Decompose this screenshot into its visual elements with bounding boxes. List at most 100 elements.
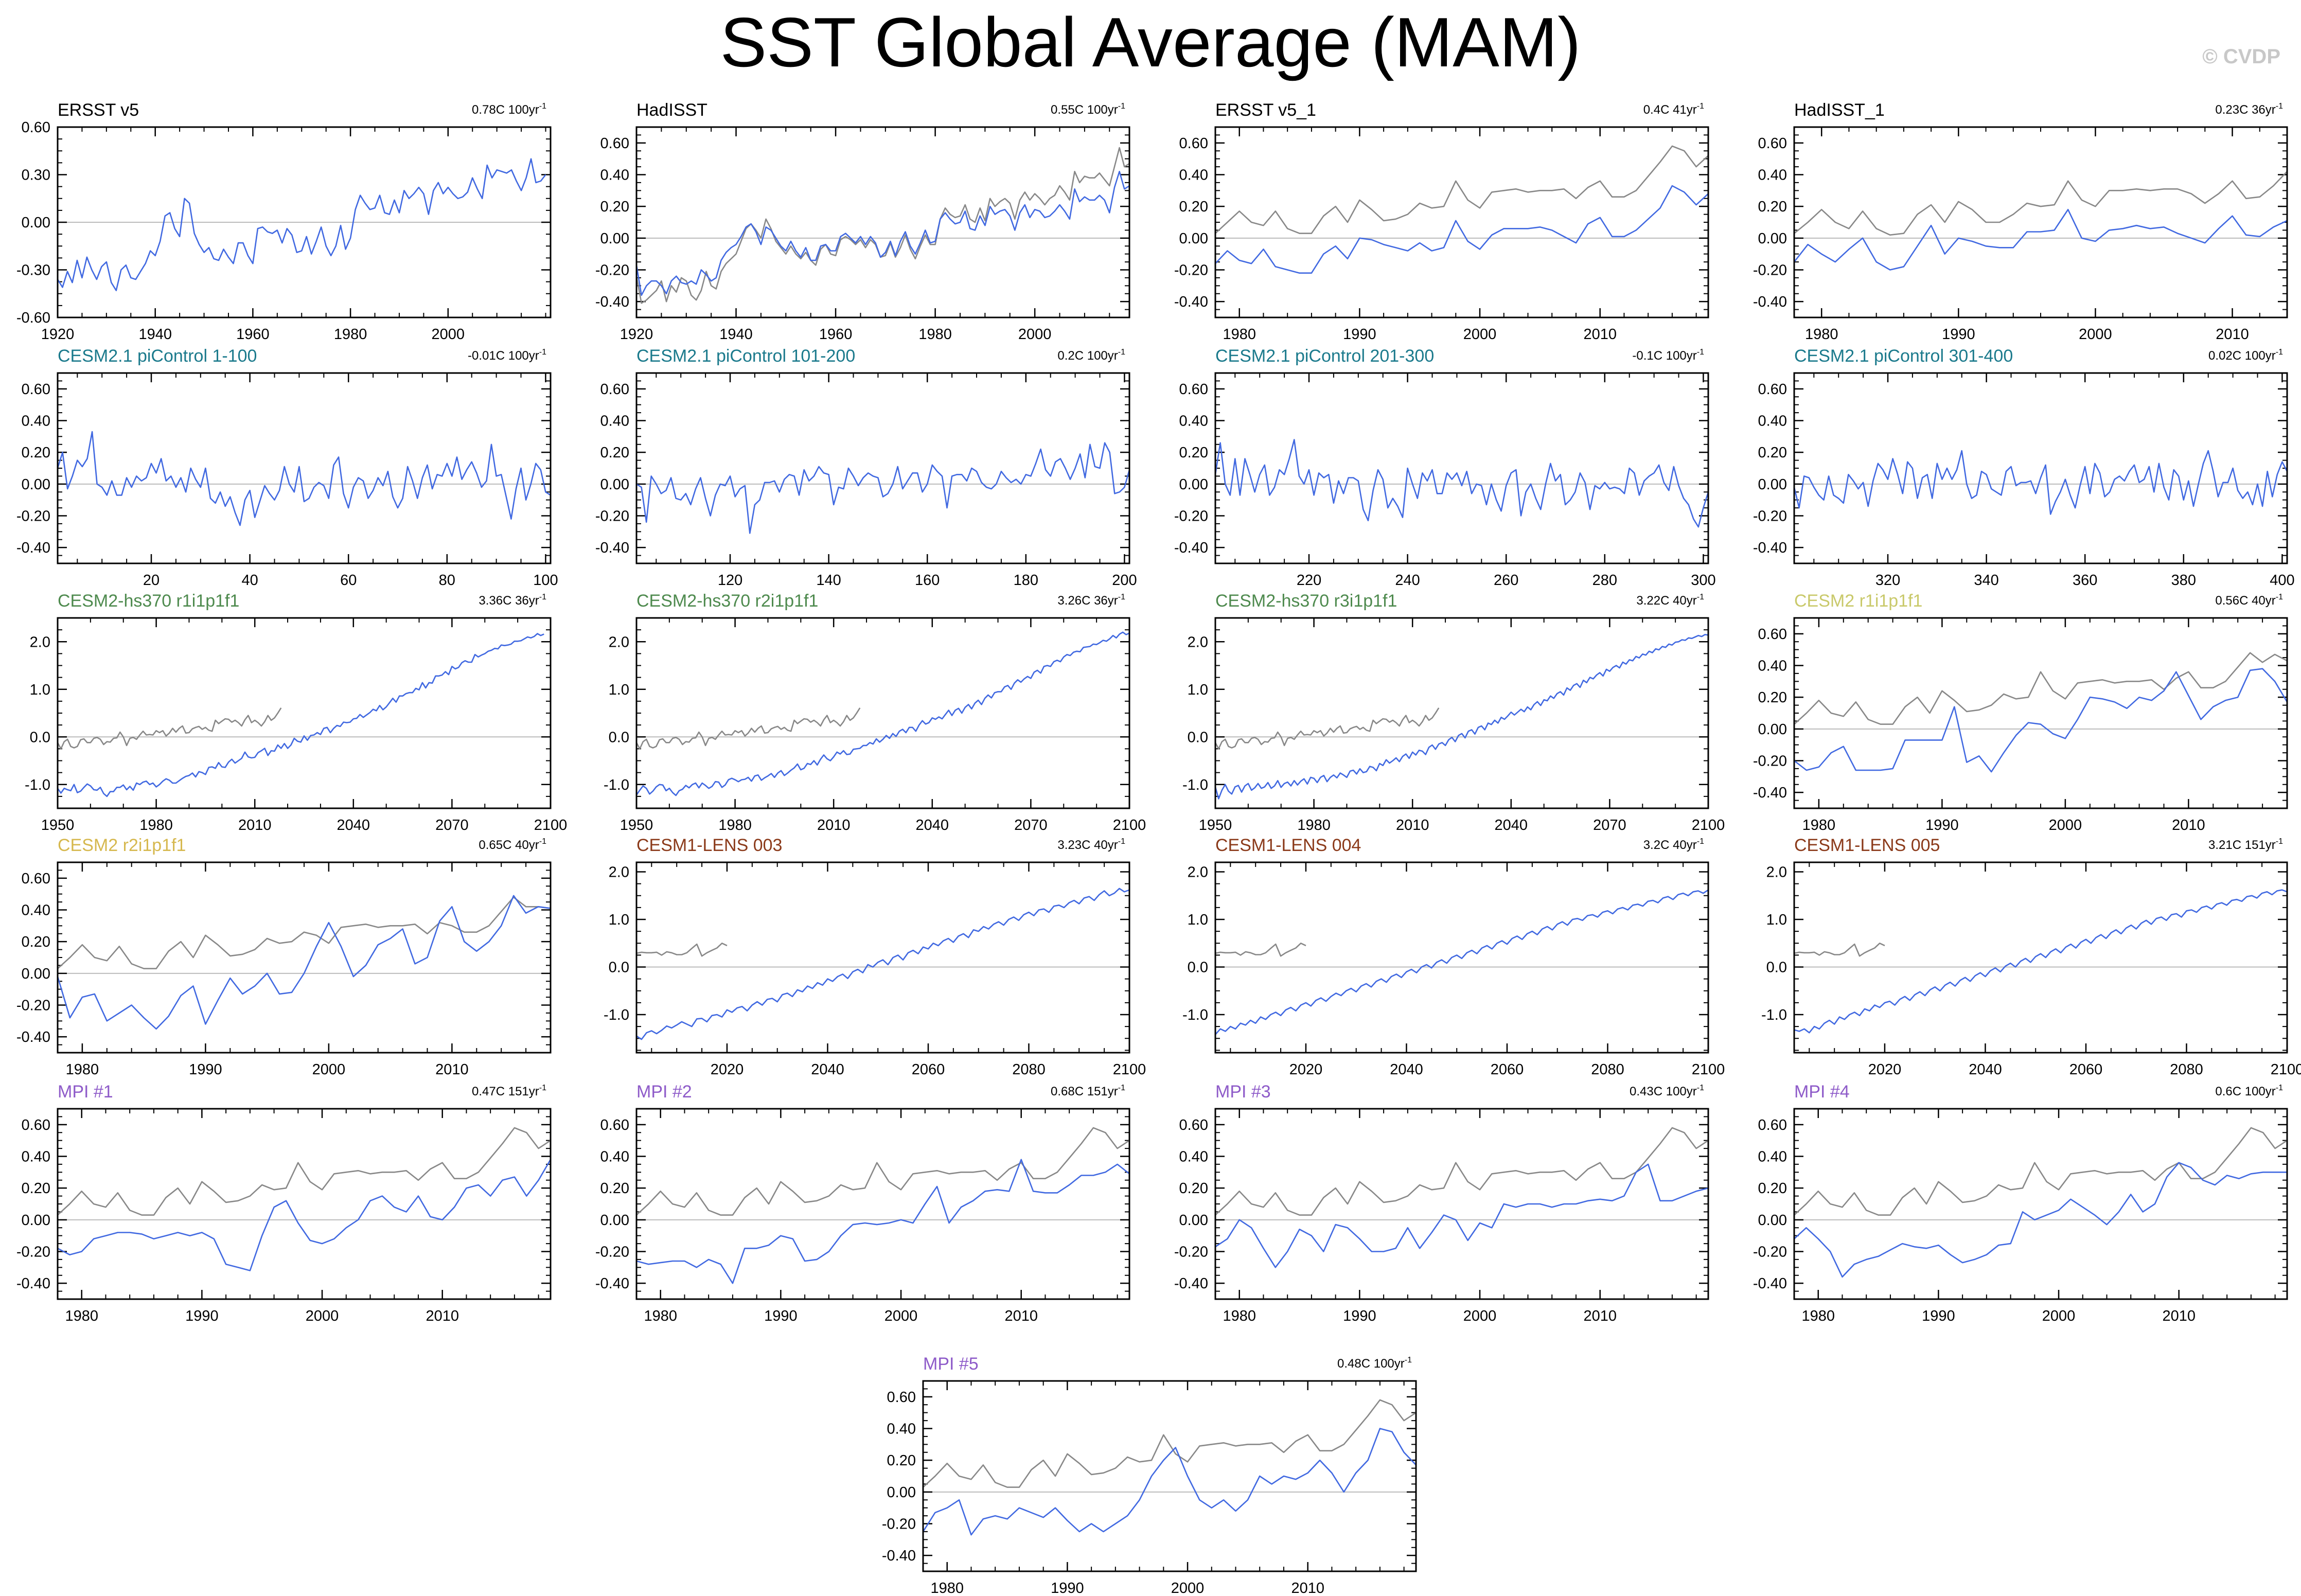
x-tick-label: 1990 [185, 1308, 219, 1324]
y-tick-label: 0.20 [600, 1180, 629, 1197]
y-tick-label: 0.40 [887, 1421, 916, 1438]
series-obs-line [57, 707, 282, 750]
y-tick-label: -1.0 [1182, 1007, 1208, 1023]
y-tick-label: 0.30 [22, 167, 50, 184]
plot-frame [1793, 617, 2288, 809]
y-tick-label: 0.20 [22, 1180, 50, 1197]
y-tick-label: -0.20 [595, 1244, 629, 1261]
y-tick-label: -0.40 [595, 294, 629, 310]
y-tick-label: -0.20 [16, 1244, 50, 1261]
x-tick-label: 2040 [337, 817, 370, 834]
y-tick-label: 0.40 [1179, 1149, 1208, 1165]
y-tick-label: -0.40 [16, 1275, 50, 1292]
plot-frame [635, 861, 1130, 1054]
y-tick-label: 0.0 [1188, 729, 1208, 746]
series-obs-line [1215, 1127, 1709, 1216]
panel-title: MPI #3 [1215, 1082, 1271, 1102]
y-tick-label: 0.40 [22, 413, 50, 430]
y-tick-label: 0.60 [1758, 626, 1787, 643]
panel-title: CESM2-hs370 r3i1p1f1 [1215, 591, 1397, 611]
panel-7: CESM2.1 piControl 201-300 -0.1C 100yr-1 22… [1174, 346, 1716, 589]
y-tick-label: 0.20 [600, 199, 629, 215]
x-tick-label: 200 [1112, 572, 1137, 589]
plot-frame [57, 126, 552, 318]
panel-trend: 0.78C 100yr-1 [472, 102, 546, 117]
y-tick-label: -0.40 [1753, 540, 1787, 556]
panel-title: ERSST v5_1 [1215, 100, 1316, 120]
panel-trend: 3.2C 40yr-1 [1643, 837, 1704, 852]
plot-frame [635, 1108, 1130, 1300]
panel-6: CESM2.1 piControl 101-200 0.2C 100yr-1 120… [595, 346, 1137, 589]
y-tick-label: -0.20 [1174, 262, 1208, 279]
y-tick-label: 0.60 [600, 135, 629, 152]
minor-ticks [1215, 127, 1708, 318]
y-tick-label: 0.0 [1766, 960, 1787, 976]
series-model-line [1794, 889, 2288, 1034]
series-model-line [636, 1159, 1130, 1284]
x-tick-label: 40 [241, 572, 258, 589]
x-tick-label: 1940 [719, 326, 753, 343]
panel-3: ERSST v5_1 0.4C 41yr-1 1980 1990 2000 2010 -0.… [1174, 100, 1709, 343]
panel-title: CESM2.1 piControl 201-300 [1215, 346, 1434, 366]
panel-trend: 0.23C 36yr-1 [2215, 102, 2283, 117]
y-tick-label: 0.20 [1179, 199, 1208, 215]
x-tick-label: 2100 [534, 817, 568, 834]
series-obs-line [1794, 652, 2288, 725]
y-tick-label: 0.20 [887, 1452, 916, 1469]
x-tick-label: 80 [439, 572, 455, 589]
y-tick-label: 0.60 [600, 1117, 629, 1133]
panel-trend: 0.68C 151yr-1 [1051, 1084, 1125, 1098]
x-tick-label: 160 [915, 572, 940, 589]
x-tick-label: 300 [1691, 572, 1715, 589]
y-tick-label: 1.0 [30, 682, 50, 698]
series-model-line [1214, 634, 1709, 800]
x-tick-label: 2000 [1171, 1580, 1205, 1596]
panel-title: CESM1-LENS 004 [1215, 836, 1361, 855]
y-tick-label: 0.00 [600, 1212, 629, 1229]
y-tick-label: -0.20 [882, 1516, 916, 1533]
minor-ticks [636, 862, 1130, 1053]
series-model-line [57, 895, 551, 1030]
panel-trend: 0.6C 100yr-1 [2215, 1084, 2283, 1098]
y-tick-label: -0.20 [595, 262, 629, 279]
y-tick-label: -0.40 [1174, 294, 1208, 310]
x-tick-label: 2080 [2170, 1061, 2203, 1078]
y-tick-label: -0.40 [16, 1029, 50, 1045]
y-tick-label: 0.40 [600, 167, 629, 184]
x-tick-label: 1990 [189, 1061, 222, 1078]
minor-ticks [636, 617, 1130, 809]
watermark: © CVDP [2202, 45, 2280, 68]
minor-ticks [57, 617, 551, 809]
panel-title: CESM2.1 piControl 301-400 [1794, 346, 2013, 366]
series-model-line [635, 631, 1130, 796]
x-tick-label: 2070 [1593, 817, 1626, 834]
y-tick-label: -0.40 [16, 540, 50, 556]
x-tick-label: 2040 [1969, 1061, 2002, 1078]
x-tick-label: 2060 [2069, 1061, 2103, 1078]
x-tick-label: 1960 [236, 326, 270, 343]
y-tick-label: -0.40 [1753, 294, 1787, 310]
y-tick-label: 0.00 [22, 476, 50, 493]
x-tick-label: 260 [1494, 572, 1518, 589]
x-tick-label: 2100 [2271, 1061, 2301, 1078]
x-tick-label: 1980 [1223, 1308, 1256, 1324]
plot-frame [635, 126, 1130, 318]
panel-10: CESM2-hs370 r2i1p1f1 3.26C 36yr-1 1950 1980… [604, 591, 1146, 834]
y-tick-label: -0.20 [1753, 262, 1787, 279]
y-tick-label: 0.00 [600, 230, 629, 247]
x-tick-label: 360 [2073, 572, 2097, 589]
x-tick-label: 2040 [916, 817, 949, 834]
y-tick-label: 0.20 [22, 445, 50, 461]
plot-frame [57, 1108, 552, 1300]
panel-16: CESM1-LENS 005 3.21C 151yr-1 2020 2040 2060 2… [1761, 836, 2301, 1078]
y-tick-label: 0.00 [1758, 1212, 1787, 1229]
x-tick-label: 1950 [620, 817, 653, 834]
y-tick-label: -0.40 [1753, 785, 1787, 801]
panel-14: CESM1-LENS 003 3.23C 40yr-1 2020 2040 2060 20… [604, 836, 1146, 1078]
x-tick-label: 2000 [884, 1308, 918, 1324]
y-tick-label: 0.0 [609, 960, 629, 976]
panel-trend: 3.22C 40yr-1 [1636, 593, 1704, 608]
y-tick-label: 0.60 [1758, 1117, 1787, 1133]
x-tick-label: 1990 [1343, 1308, 1376, 1324]
